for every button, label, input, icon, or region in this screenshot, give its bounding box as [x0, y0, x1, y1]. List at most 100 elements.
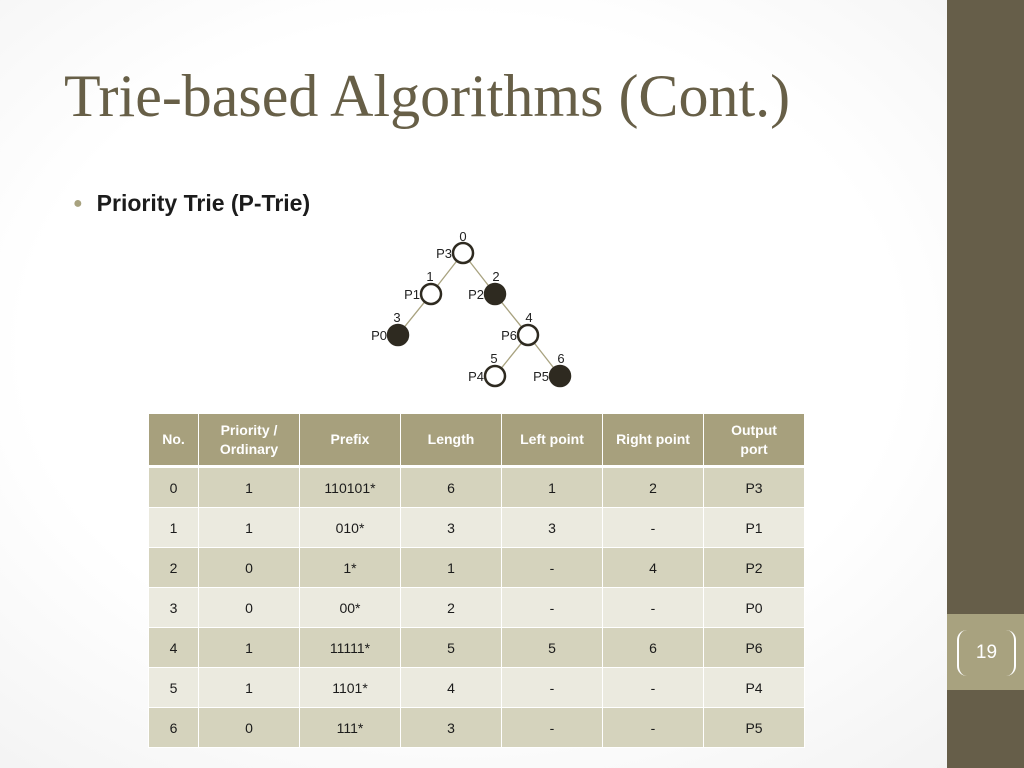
- trie-index-label: 0: [459, 229, 466, 244]
- col-header-right-point: Right point: [602, 413, 704, 468]
- trie-edge: [403, 301, 426, 328]
- cell-prefix: 111*: [299, 707, 401, 748]
- cell-length: 5: [400, 627, 502, 668]
- trie-index-label: 3: [393, 310, 400, 325]
- trie-index-label: 2: [492, 269, 499, 284]
- cell-left-point: -: [501, 707, 603, 748]
- cell-priority: 1: [198, 466, 300, 508]
- cell-no: 5: [148, 667, 199, 708]
- cell-length: 3: [400, 507, 502, 548]
- bullet-text: Priority Trie (P-Trie): [96, 190, 311, 216]
- cell-right-point: 4: [602, 547, 704, 588]
- cell-right-point: 6: [602, 627, 704, 668]
- table-row: 6 0 111* 3- - P5: [148, 707, 805, 748]
- trie-node-n6: [548, 364, 572, 388]
- col-header-no: No.: [148, 413, 199, 468]
- cell-output-port: P2: [703, 547, 805, 588]
- trie-edge: [436, 260, 458, 287]
- cell-priority: 1: [198, 667, 300, 708]
- cell-prefix: 010*: [299, 507, 401, 548]
- cell-prefix: 00*: [299, 587, 401, 628]
- table-row: 3 0 00* 2- - P0: [148, 587, 805, 628]
- trie-node-n4: [516, 323, 540, 347]
- priority-trie-diagram: P3 0 P1 1 P2 2 P0 3 P6 4 P4 5 P5 6: [371, 229, 572, 388]
- trie-port-label: P4: [468, 369, 484, 384]
- cell-right-point: -: [602, 587, 704, 628]
- trie-port-label: P1: [404, 287, 420, 302]
- cell-output-port: P4: [703, 667, 805, 708]
- trie-node-n1: [419, 282, 443, 306]
- col-header-priority: Priority / Ordinary: [198, 413, 300, 468]
- trie-index-label: 5: [490, 351, 497, 366]
- page-number-tab: [947, 614, 1024, 690]
- cell-right-point: -: [602, 707, 704, 748]
- cell-prefix: 110101*: [299, 466, 401, 508]
- cell-left-point: -: [501, 547, 603, 588]
- cell-priority: 0: [198, 587, 300, 628]
- cell-no: 6: [148, 707, 199, 748]
- trie-node-n2: [483, 282, 507, 306]
- cell-length: 2: [400, 587, 502, 628]
- cell-no: 4: [148, 627, 199, 668]
- cell-left-point: 5: [501, 627, 603, 668]
- trie-edge: [500, 342, 523, 369]
- trie-edge: [468, 260, 490, 287]
- cell-no: 0: [148, 466, 199, 508]
- cell-output-port: P1: [703, 507, 805, 548]
- cell-priority: 0: [198, 547, 300, 588]
- trie-port-label: P6: [501, 328, 517, 343]
- bullet-dot-icon: ●: [73, 194, 83, 212]
- cell-left-point: -: [501, 667, 603, 708]
- cell-priority: 1: [198, 627, 300, 668]
- trie-index-label: 1: [426, 269, 433, 284]
- table-row: 0 1 110101* 6 1 2 P3: [148, 466, 805, 508]
- cell-no: 3: [148, 587, 199, 628]
- trie-node-n5: [483, 364, 507, 388]
- cell-no: 1: [148, 507, 199, 548]
- cell-priority: 1: [198, 507, 300, 548]
- page-number: 19: [957, 630, 1016, 676]
- cell-output-port: P6: [703, 627, 805, 668]
- prefix-table: No. Priority / Ordinary Prefix Length Lef…: [148, 413, 805, 748]
- cell-right-point: -: [602, 507, 704, 548]
- col-header-output-port: Output port: [703, 413, 805, 468]
- cell-prefix: 11111*: [299, 627, 401, 668]
- cell-length: 4: [400, 667, 502, 708]
- cell-output-port: P3: [703, 466, 805, 508]
- table-row: 1 1 010* 3 3- P1: [148, 507, 805, 548]
- trie-port-label: P2: [468, 287, 484, 302]
- cell-no: 2: [148, 547, 199, 588]
- cell-length: 3: [400, 707, 502, 748]
- trie-node-root: [451, 241, 475, 265]
- cell-output-port: P0: [703, 587, 805, 628]
- table-row: 5 1 1101* 4- - P4: [148, 667, 805, 708]
- cell-right-point: -: [602, 667, 704, 708]
- table-header-row: No. Priority / Ordinary Prefix Length Lef…: [148, 413, 805, 468]
- cell-left-point: -: [501, 587, 603, 628]
- trie-edge: [533, 342, 555, 369]
- cell-length: 1: [400, 547, 502, 588]
- cell-prefix: 1101*: [299, 667, 401, 708]
- trie-port-label: P5: [533, 369, 549, 384]
- cell-priority: 0: [198, 707, 300, 748]
- trie-index-label: 6: [557, 351, 564, 366]
- page-number-text: 19: [975, 642, 998, 663]
- cell-output-port: P5: [703, 707, 805, 748]
- table-row: 4 1 11111* 5 5 6 P6: [148, 627, 805, 668]
- cell-left-point: 3: [501, 507, 603, 548]
- trie-port-label: P3: [436, 246, 452, 261]
- cell-left-point: 1: [501, 466, 603, 508]
- cell-right-point: 2: [602, 466, 704, 508]
- cell-prefix: 1*: [299, 547, 401, 588]
- trie-edge: [500, 301, 523, 328]
- col-header-left-point: Left point: [501, 413, 603, 468]
- table-row: 2 0 1* 1-4 P2: [148, 547, 805, 588]
- trie-port-label: P0: [371, 328, 387, 343]
- trie-index-label: 4: [525, 310, 532, 325]
- trie-node-n3: [386, 323, 410, 347]
- col-header-prefix: Prefix: [299, 413, 401, 468]
- slide-title: Trie-based Algorithms (Cont.): [64, 63, 791, 129]
- cell-length: 6: [400, 466, 502, 508]
- bullet-item: ● Priority Trie (P-Trie): [73, 190, 310, 217]
- col-header-length: Length: [400, 413, 502, 468]
